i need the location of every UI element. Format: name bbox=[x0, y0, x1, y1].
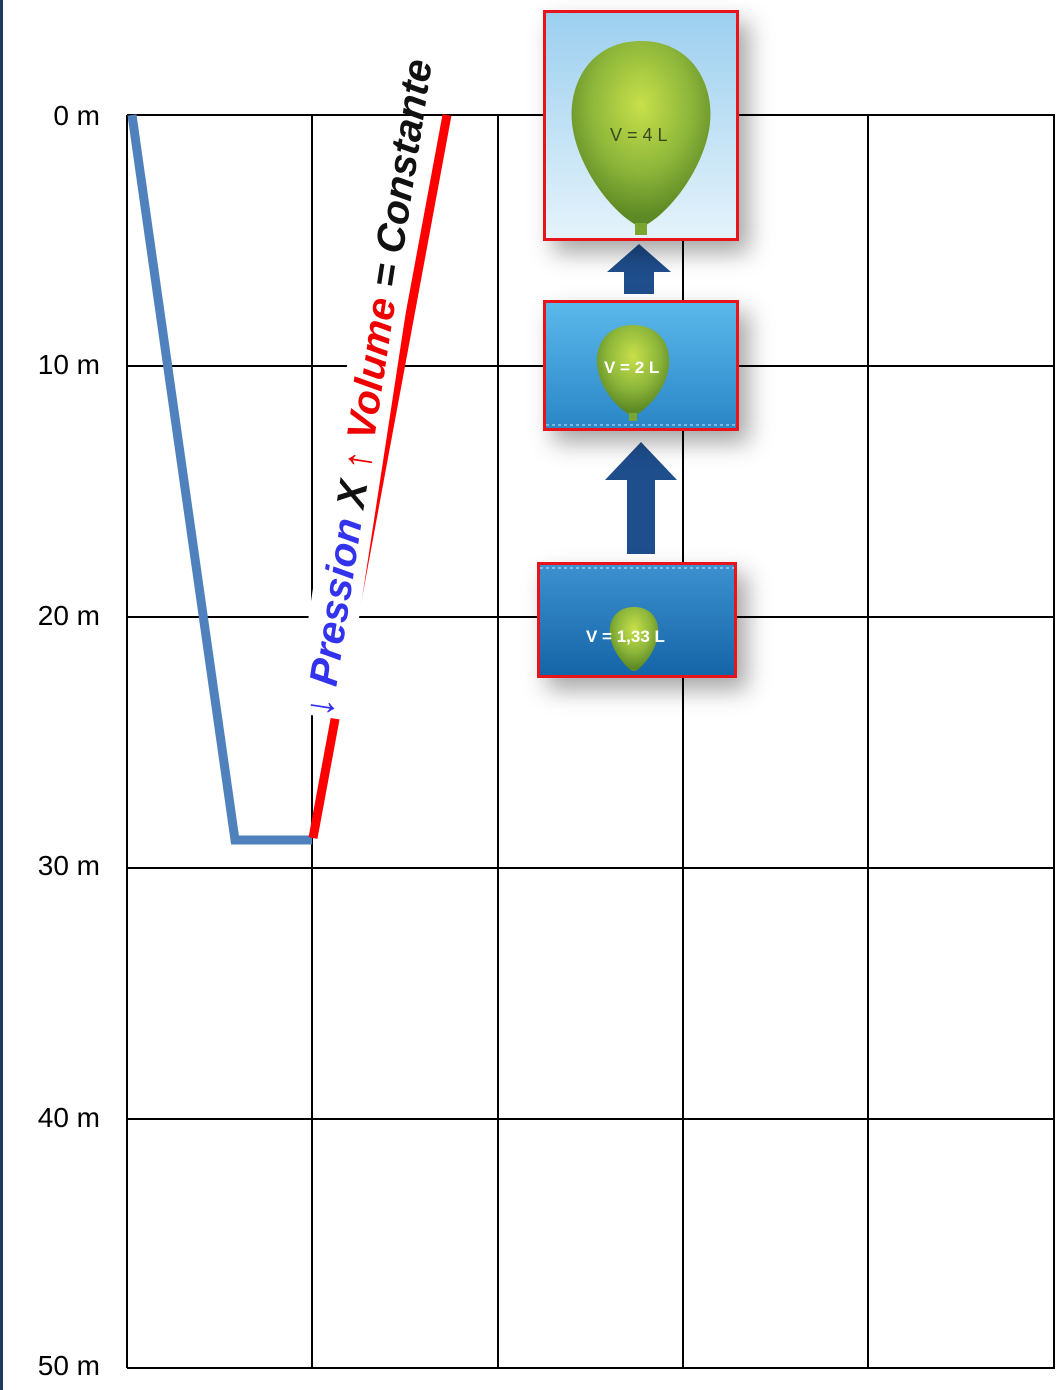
depth-label-10: 10 m bbox=[37, 349, 100, 380]
depth-label-20: 20 m bbox=[37, 600, 100, 631]
balloon-volume-label-4l: V = 4 L bbox=[610, 125, 668, 145]
depth-label-40: 40 m bbox=[37, 1102, 100, 1133]
pressure-line bbox=[127, 114, 312, 845]
balloon-panel-surface: V = 4 L bbox=[543, 10, 739, 241]
balloon-panel-20m: V = 1,33 L bbox=[537, 562, 737, 678]
depth-label-50: 50 m bbox=[37, 1350, 100, 1381]
formula-equals: = bbox=[362, 260, 410, 291]
balloon-volume-label-2l: V = 2 L bbox=[604, 358, 660, 377]
balloon-illustration-medium bbox=[546, 303, 736, 428]
volume-up-arrow: ↑ bbox=[334, 446, 382, 474]
up-arrow-lower bbox=[605, 442, 677, 554]
depth-label-0: 0 m bbox=[53, 100, 100, 131]
slide-left-border bbox=[0, 0, 3, 1390]
depth-label-30: 30 m bbox=[37, 850, 100, 881]
balloon-illustration-small bbox=[540, 565, 734, 675]
up-arrow-upper bbox=[607, 244, 671, 294]
balloon-illustration-large bbox=[546, 13, 736, 238]
grid bbox=[126, 114, 1055, 1369]
balloon-volume-label-1-33l: V = 1,33 L bbox=[586, 627, 665, 646]
formula-times: X bbox=[328, 477, 377, 511]
balloon-panel-10m: V = 2 L bbox=[543, 300, 739, 431]
